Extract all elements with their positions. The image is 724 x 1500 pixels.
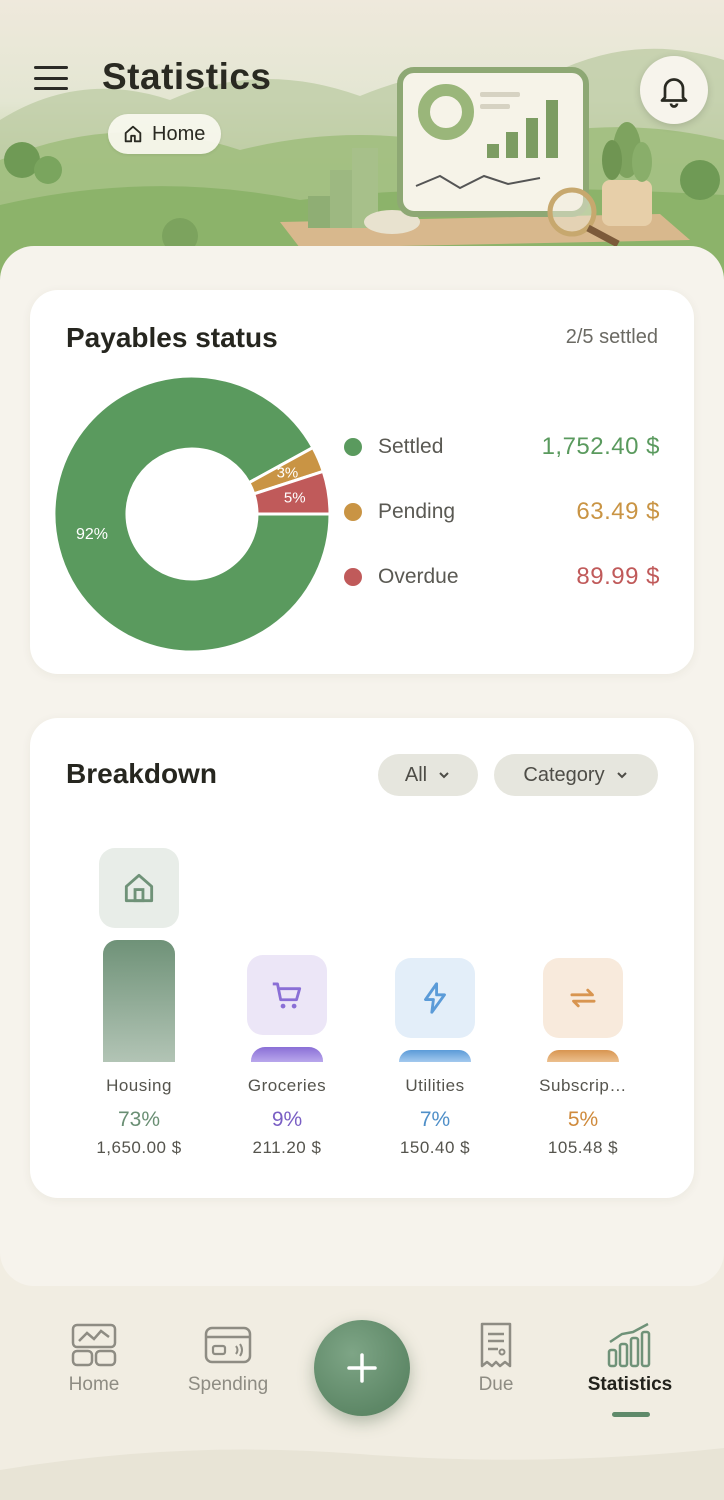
page-title: Statistics bbox=[102, 56, 272, 97]
filter-category-dropdown[interactable]: Category bbox=[494, 754, 658, 796]
category-name: Housing bbox=[106, 1076, 172, 1095]
home-icon bbox=[124, 873, 154, 903]
category-groceries[interactable]: Groceries 9% 211.20 $ bbox=[213, 718, 361, 1198]
payables-donut-chart[interactable]: 92% 3% 5% bbox=[52, 374, 332, 654]
filter-all-dropdown[interactable]: All bbox=[378, 754, 478, 796]
legend-label: Settled bbox=[378, 435, 444, 458]
legend-value: 63.49 $ bbox=[576, 498, 660, 525]
breakdown-card: Breakdown All Category Housing 73% 1,650… bbox=[30, 718, 694, 1198]
bottom-wave-decoration bbox=[0, 1448, 724, 1500]
filter-all-label: All bbox=[404, 763, 428, 786]
category-bar bbox=[251, 1047, 323, 1062]
receipt-icon bbox=[480, 1322, 512, 1368]
cart-icon bbox=[272, 982, 302, 1009]
category-amount: 150.40 $ bbox=[399, 1138, 471, 1157]
stats-icon bbox=[607, 1322, 651, 1368]
payables-title: Payables status bbox=[66, 322, 278, 353]
filter-category-label: Category bbox=[523, 763, 605, 786]
nav-active-indicator bbox=[612, 1412, 650, 1417]
add-button[interactable] bbox=[314, 1320, 410, 1416]
category-amount: 211.20 $ bbox=[252, 1138, 322, 1157]
breadcrumb-home-chip[interactable]: Home bbox=[108, 114, 222, 154]
category-percent: 9% bbox=[271, 1108, 303, 1131]
category-percent: 73% bbox=[117, 1108, 161, 1131]
legend-label: Pending bbox=[378, 500, 456, 523]
breadcrumb-label: Home bbox=[152, 122, 206, 145]
legend-dot bbox=[344, 568, 362, 586]
legend-dot bbox=[344, 438, 362, 456]
category-percent: 7% bbox=[419, 1108, 451, 1131]
category-housing[interactable]: Housing 73% 1,650.00 $ bbox=[65, 718, 213, 1198]
home-icon bbox=[124, 125, 142, 143]
legend-row-settled: Settled 1,752.40 $ bbox=[344, 429, 660, 465]
lightning-icon bbox=[424, 982, 446, 1014]
category-icon-box bbox=[543, 958, 623, 1038]
category-amount: 1,650.00 $ bbox=[96, 1138, 182, 1157]
nav-label: Spending bbox=[187, 1374, 269, 1395]
donut-label: 3% bbox=[277, 465, 299, 482]
donut-label: 92% bbox=[76, 526, 108, 543]
legend-row-pending: Pending 63.49 $ bbox=[344, 494, 660, 530]
nav-statistics[interactable]: Statistics bbox=[565, 1322, 695, 1396]
donut-label: 5% bbox=[284, 490, 306, 507]
category-icon-box bbox=[99, 848, 179, 928]
donut-slice-overdue[interactable] bbox=[251, 469, 332, 516]
legend-value: 89.99 $ bbox=[576, 563, 660, 590]
category-percent: 5% bbox=[567, 1108, 599, 1131]
category-bar bbox=[399, 1050, 471, 1062]
nav-home[interactable]: Home bbox=[29, 1322, 159, 1396]
donut-slice-settled[interactable] bbox=[52, 374, 332, 654]
nav-label: Due bbox=[478, 1374, 514, 1395]
nav-due[interactable]: Due bbox=[431, 1322, 561, 1396]
nav-spending[interactable]: Spending bbox=[163, 1322, 293, 1396]
legend-dot bbox=[344, 503, 362, 521]
category-utilities[interactable]: Utilities 7% 150.40 $ bbox=[361, 718, 509, 1198]
payables-status-card: Payables status 2/5 settled 92% 3% 5% Sett… bbox=[30, 290, 694, 674]
breakdown-title: Breakdown bbox=[66, 758, 217, 789]
category-icon-box bbox=[247, 955, 327, 1035]
repeat-icon bbox=[570, 988, 596, 1008]
plus-icon bbox=[347, 1353, 377, 1383]
settled-count: 2/5 settled bbox=[565, 326, 658, 348]
category-amount: 105.48 $ bbox=[547, 1138, 619, 1157]
category-name: Groceries bbox=[247, 1076, 327, 1095]
category-bar bbox=[103, 940, 175, 1062]
nav-label: Statistics bbox=[587, 1374, 673, 1395]
category-name: Subscrip… bbox=[539, 1076, 627, 1095]
card-icon bbox=[204, 1326, 252, 1364]
category-icon-box bbox=[395, 958, 475, 1038]
category-name: Utilities bbox=[405, 1076, 465, 1095]
category-subscriptions[interactable]: Subscrip… 5% 105.48 $ bbox=[509, 718, 657, 1198]
legend-value: 1,752.40 $ bbox=[541, 433, 660, 460]
chevron-down-icon bbox=[616, 772, 627, 779]
legend-row-overdue: Overdue 89.99 $ bbox=[344, 559, 660, 595]
dashboard-icon bbox=[71, 1323, 117, 1367]
chevron-down-icon bbox=[439, 772, 449, 779]
bell-icon bbox=[660, 78, 688, 108]
notifications-button[interactable] bbox=[640, 56, 708, 124]
legend-label: Overdue bbox=[378, 565, 459, 588]
menu-button[interactable] bbox=[32, 62, 70, 94]
nav-label: Home bbox=[68, 1374, 120, 1395]
category-bar bbox=[547, 1050, 619, 1062]
